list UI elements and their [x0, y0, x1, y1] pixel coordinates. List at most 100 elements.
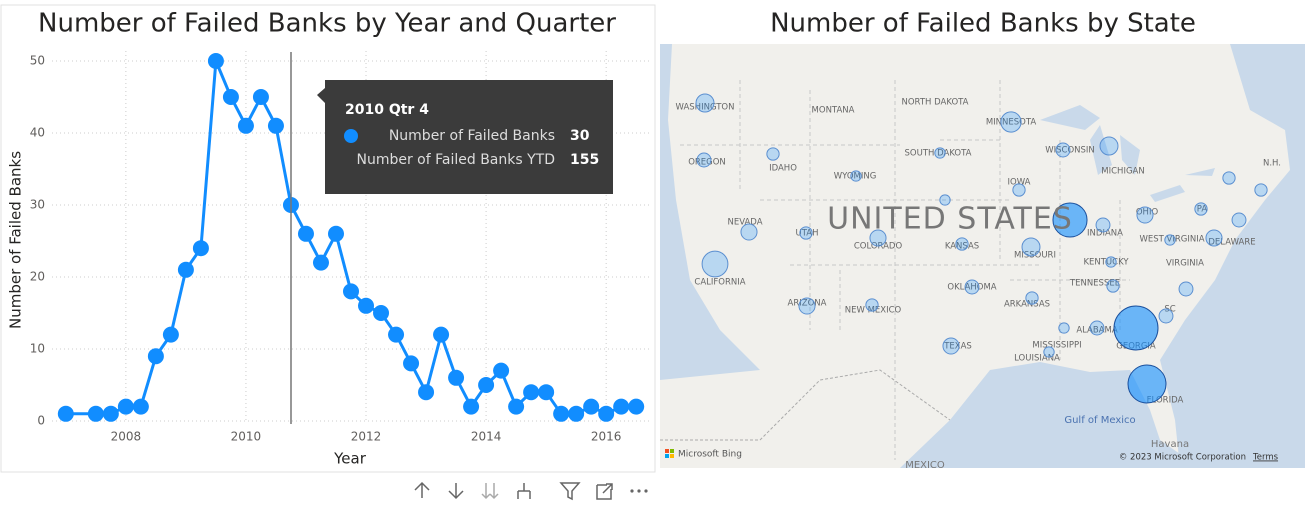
- y-tick-label: 10: [30, 342, 45, 356]
- y-tick-label: 0: [37, 414, 45, 428]
- map-title: Number of Failed Banks by State: [770, 9, 1196, 39]
- map-label: TENNESSEE: [1069, 279, 1120, 289]
- map-label: OKLAHOMA: [947, 283, 996, 293]
- map-bubble: [1052, 202, 1088, 238]
- map-bubble: [1194, 202, 1208, 216]
- drill-up[interactable]: [414, 481, 430, 498]
- filter[interactable]: [559, 482, 581, 501]
- data-point: [267, 117, 284, 134]
- map-bubble: [1058, 322, 1070, 334]
- data-point: [523, 384, 540, 401]
- data-point: [57, 405, 74, 422]
- map-label: VIRGINIA: [1166, 259, 1204, 269]
- visual-frame: [0, 4, 656, 473]
- map-bubble: [1043, 346, 1055, 358]
- data-point: [418, 384, 435, 401]
- map-label: OHIO: [1136, 208, 1159, 218]
- data-point: [327, 225, 344, 242]
- map-label: Havana: [1151, 439, 1189, 450]
- data-point: [192, 240, 209, 257]
- map-label: LOUISIANA: [1014, 354, 1060, 364]
- bing-logo: [665, 449, 674, 458]
- tooltip-value: 155: [570, 152, 599, 168]
- plot-area: 0 10 20 30 40 50 2008 2010 2012 2014 2016: [30, 51, 650, 444]
- map-bubble: [696, 152, 712, 168]
- map-label: DELAWARE: [1208, 238, 1255, 248]
- map-bubble: [1231, 212, 1247, 228]
- map-label: INDIANA: [1087, 229, 1123, 239]
- map-bubble: [701, 250, 729, 278]
- map-bubble: [1178, 281, 1194, 297]
- map-label: PA: [1197, 205, 1208, 215]
- map-label: WEST VIRGINIA: [1139, 235, 1204, 245]
- x-tick-label: 2012: [351, 430, 382, 444]
- map-bubble: [942, 337, 960, 355]
- data-point: [297, 225, 314, 242]
- map-bubble: [1205, 229, 1223, 247]
- tooltip-legend: [344, 129, 358, 143]
- map-label: IDAHO: [769, 164, 797, 174]
- map-label: KANSAS: [945, 242, 979, 252]
- map-label: KENTUCKY: [1083, 258, 1129, 268]
- data-point: [117, 398, 134, 415]
- data-point: [132, 398, 149, 415]
- map-label: NEVADA: [727, 218, 762, 228]
- border: [660, 369, 951, 441]
- map-bubble: [1164, 234, 1176, 246]
- map-label: N.H.: [1263, 159, 1281, 169]
- x-tick-label: 2016: [591, 430, 622, 444]
- map-bubble: [1113, 305, 1159, 351]
- map-label: Gulf of Mexico: [1064, 415, 1135, 426]
- data-point: [162, 326, 179, 343]
- map-bubble: [1158, 308, 1174, 324]
- data-point: [403, 355, 420, 372]
- map-label: ARIZONA: [788, 299, 827, 309]
- map-label: IOWA: [1008, 178, 1031, 188]
- map-label: NEW MEXICO: [845, 306, 902, 316]
- x-tick-label: 2010: [231, 430, 262, 444]
- line-chart-title: Number of Failed Banks by Year and Quart…: [38, 9, 616, 39]
- map-label: UTAH: [796, 229, 819, 239]
- map-label: ARKANSAS: [1004, 300, 1050, 310]
- map-label: CALIFORNIA: [694, 278, 745, 288]
- map-label: WASHINGTON: [676, 103, 735, 113]
- map-label: ALABAMA: [1076, 326, 1118, 336]
- data-point: [207, 53, 224, 69]
- expand-hierarchy[interactable]: [517, 483, 531, 499]
- data-point: [583, 398, 600, 415]
- gulf: [900, 362, 1200, 468]
- atlantic: [1160, 44, 1305, 468]
- map: WASHINGTON MONTANA NORTH DAKOTA MINNESOTA OR…: [660, 44, 1305, 468]
- map-label: TEXAS: [943, 342, 972, 352]
- great-lakes: [1040, 105, 1215, 202]
- data-point: [343, 283, 360, 300]
- drill-down[interactable]: [448, 483, 464, 500]
- visual-toolbar: [414, 481, 648, 501]
- map-bubble: [1222, 171, 1236, 185]
- map-bubble: [1106, 279, 1120, 293]
- data-point: [598, 405, 615, 422]
- map-bubble: [799, 226, 813, 240]
- map-bubble: [798, 297, 816, 315]
- next-level[interactable]: [481, 483, 499, 500]
- y-tick-label: 20: [30, 270, 45, 284]
- data-point: [312, 254, 329, 271]
- map-bubble: [1095, 217, 1111, 233]
- map-label: MICHIGAN: [1101, 167, 1144, 177]
- focus-mode[interactable]: [596, 483, 613, 500]
- map-label: WYOMING: [834, 172, 877, 182]
- tooltip-label: Number of Failed Banks: [389, 128, 555, 144]
- y-tick-label: 40: [30, 126, 45, 140]
- data-point: [237, 117, 254, 134]
- data-point: [628, 398, 645, 415]
- data-point: [252, 89, 269, 105]
- map-layer: WASHINGTON MONTANA NORTH DAKOTA MINNESOTA OR…: [676, 93, 1281, 468]
- tooltip-value: 30: [570, 128, 590, 144]
- more-options[interactable]: [630, 489, 648, 493]
- tooltip: 2010 Qtr 4 Number of Failed Banks 30 Num…: [317, 80, 613, 194]
- map-label: SC: [1164, 305, 1175, 315]
- map-terms[interactable]: Terms: [1252, 453, 1279, 463]
- map-bubble: [766, 147, 780, 161]
- data-point: [222, 89, 239, 105]
- map-bubble: [865, 298, 879, 312]
